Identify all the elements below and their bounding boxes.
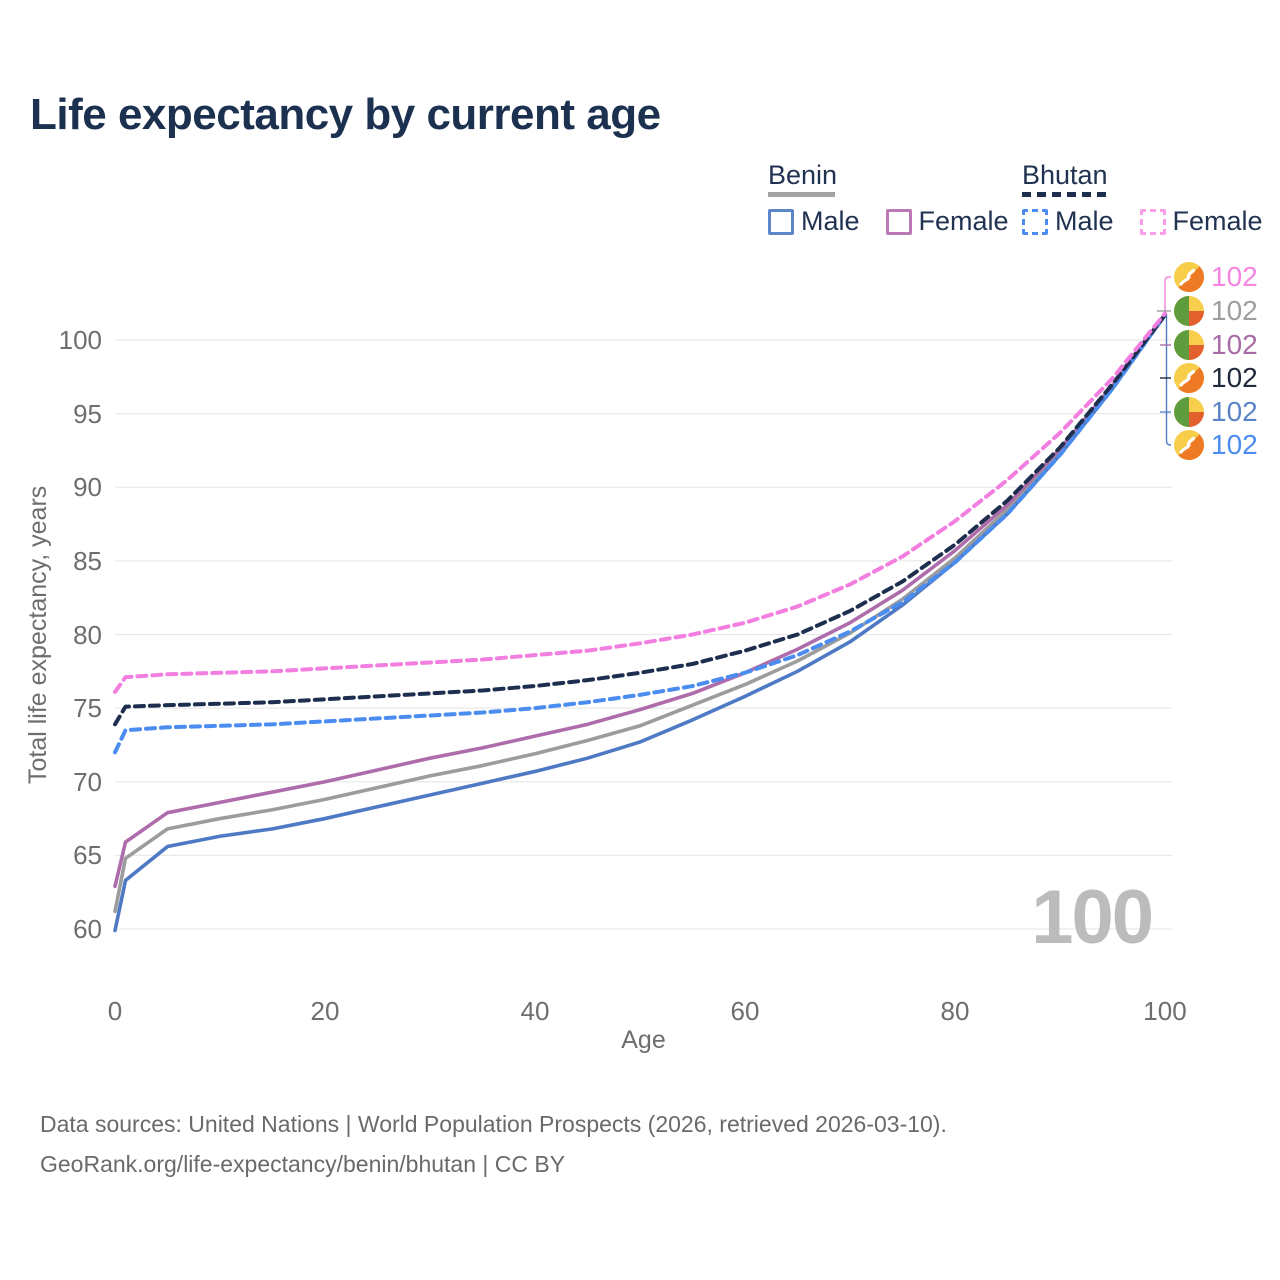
end-label-value: 102 — [1211, 362, 1258, 393]
chart-title: Life expectancy by current age — [30, 90, 661, 139]
legend-benin-male[interactable]: Male — [768, 206, 860, 237]
legend-bhutan-male[interactable]: Male — [1022, 206, 1114, 237]
bhutan-flag-icon — [1174, 430, 1204, 460]
end-label-value: 102 — [1211, 261, 1258, 292]
legend-bhutan-female-label: Female — [1172, 206, 1263, 236]
bhutan-male-swatch-icon — [1022, 208, 1048, 235]
bhutan-line-style-swatch — [1022, 192, 1106, 197]
legend-group-benin: Benin Male Female — [768, 160, 1035, 237]
legend-bhutan-male-label: Male — [1055, 206, 1114, 236]
series-line-bhutan-male[interactable] — [113, 312, 1167, 755]
footer-sources: Data sources: United Nations | World Pop… — [40, 1111, 947, 1137]
benin-flag-icon — [1174, 330, 1204, 360]
leader-line — [1165, 314, 1171, 446]
benin-male-swatch-icon — [768, 208, 794, 235]
footer: Data sources: United Nations | World Pop… — [40, 1104, 947, 1184]
legend-benin-country: Benin — [768, 160, 838, 190]
legend-benin-female-label: Female — [918, 206, 1009, 236]
end-label-row-bhutan-male[interactable]: 102 — [1174, 429, 1258, 460]
legend-benin-male-label: Male — [801, 206, 860, 236]
end-label-value: 102 — [1211, 295, 1258, 326]
leader-line — [1164, 276, 1171, 315]
series-line-bhutan-female[interactable] — [113, 311, 1167, 694]
series-line-benin-all[interactable] — [113, 313, 1167, 914]
end-label-row-bhutan-female[interactable]: 102 — [1174, 261, 1258, 292]
bhutan-flag-icon — [1174, 262, 1204, 292]
benin-flag-icon — [1174, 397, 1204, 427]
end-label-row-benin-all[interactable]: 102 — [1174, 295, 1258, 326]
legend-bhutan-country: Bhutan — [1022, 160, 1108, 190]
end-label-row-benin-female[interactable]: 102 — [1174, 329, 1258, 360]
legend-group-bhutan: Bhutan Male Female — [1022, 160, 1280, 237]
benin-flag-icon — [1174, 296, 1204, 326]
end-label-row-bhutan-all[interactable]: 102 — [1174, 362, 1258, 393]
bhutan-flag-icon — [1174, 363, 1204, 393]
legend-benin-header[interactable]: Benin — [768, 160, 1035, 197]
benin-line-style-swatch — [768, 192, 835, 197]
end-label-value: 102 — [1211, 396, 1258, 427]
end-label-value: 102 — [1211, 429, 1258, 460]
benin-female-swatch-icon — [885, 208, 912, 235]
series-line-bhutan-all[interactable] — [113, 312, 1167, 727]
legend-bhutan-female[interactable]: Female — [1139, 206, 1263, 237]
legend-benin-female[interactable]: Female — [885, 206, 1009, 237]
series-line-benin-female[interactable] — [113, 313, 1167, 889]
bhutan-female-swatch-icon — [1139, 208, 1166, 235]
age-watermark: 100 — [1031, 875, 1154, 960]
end-label-row-benin-male[interactable]: 102 — [1174, 396, 1258, 427]
footer-attribution: GeoRank.org/life-expectancy/benin/bhutan… — [40, 1151, 566, 1177]
end-label-value: 102 — [1211, 329, 1258, 360]
legend-bhutan-header[interactable]: Bhutan — [1022, 160, 1280, 197]
series-line-benin-male[interactable] — [113, 313, 1167, 933]
